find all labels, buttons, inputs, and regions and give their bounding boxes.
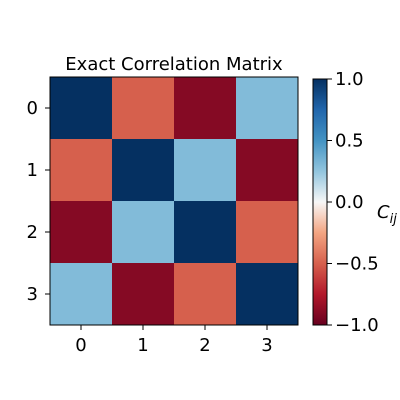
heatmap-cell: [50, 77, 113, 140]
heatmap-cell: [50, 263, 113, 326]
colorbar-ticks: 1.0 0.5 0.0 −0.5 −1.0: [327, 69, 379, 336]
heatmap-cell: [112, 77, 175, 140]
heatmap-cell: [236, 77, 299, 140]
heatmap-cell: [50, 201, 113, 264]
heatmap-cell: [112, 201, 175, 264]
heatmap-cell: [236, 139, 299, 202]
heatmap-cell: [236, 201, 299, 264]
colorbar-tick-label: 0.0: [335, 192, 364, 213]
colorbar-label: Cij: [377, 202, 397, 227]
heatmap-cell: [174, 139, 237, 202]
colorbar-label-main: C: [377, 202, 390, 223]
heatmap-cell: [174, 77, 237, 140]
heatmap-cell: [112, 139, 175, 202]
heatmap-cells: [50, 77, 299, 326]
y-axis: 0 1 2 3: [27, 98, 50, 305]
x-tick-label: 0: [75, 335, 86, 356]
heatmap-cell: [236, 263, 299, 326]
x-tick-label: 1: [137, 335, 148, 356]
heatmap-cell: [112, 263, 175, 326]
plot-frame: [49, 76, 299, 326]
heatmap-cell: [174, 201, 237, 264]
y-tick-label: 2: [27, 222, 38, 243]
colorbar-label-sub: ij: [390, 212, 398, 227]
heatmap-cell: [174, 263, 237, 326]
y-tick-label: 3: [27, 284, 38, 305]
colorbar-tick-label: 1.0: [335, 69, 364, 90]
heatmap-cell: [50, 139, 113, 202]
y-tick-label: 1: [27, 160, 38, 181]
y-tick-label: 0: [27, 98, 38, 119]
colorbar: [312, 78, 328, 326]
x-axis: 0 1 2 3: [75, 325, 273, 356]
colorbar-tick-label: 0.5: [335, 131, 364, 152]
x-tick-label: 3: [261, 335, 272, 356]
x-tick-label: 2: [199, 335, 210, 356]
colorbar-tick-label: −0.5: [335, 254, 379, 275]
colorbar-tick-label: −1.0: [335, 315, 379, 336]
chart-title: Exact Correlation Matrix: [65, 54, 283, 75]
